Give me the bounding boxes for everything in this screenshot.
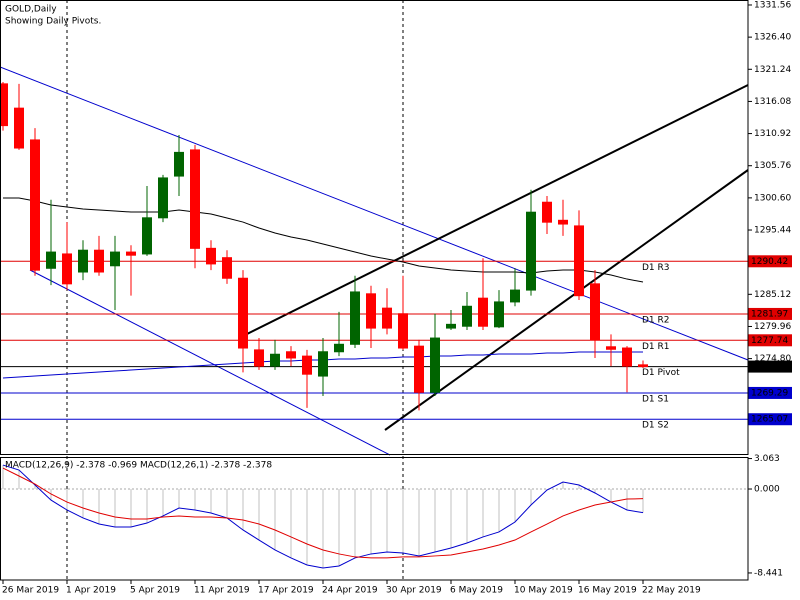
y-tick-label: 1295.44 (754, 226, 791, 236)
candle-body (494, 301, 504, 328)
trend-line (29, 269, 391, 456)
candle-body (446, 323, 456, 329)
macd-line (2, 464, 644, 569)
price-box-label: 1273.52 (751, 362, 788, 372)
candle-body (334, 343, 344, 353)
y-tick-label: 1310.92 (754, 129, 791, 139)
moving-average (3, 197, 644, 283)
price-box (748, 307, 792, 320)
price-box (748, 360, 792, 373)
x-tick-label: 22 May 2019 (642, 586, 701, 596)
candle-body (62, 253, 72, 285)
candle-body (606, 346, 616, 350)
candle-body (350, 291, 360, 345)
candle-body (190, 149, 200, 249)
y-tick-label: 3.063 (754, 454, 780, 464)
candle-body (302, 355, 312, 375)
candle-body (110, 251, 120, 267)
candle-body (14, 107, 24, 149)
candle-body (318, 351, 328, 377)
x-tick-label: 1 Apr 2019 (66, 586, 116, 596)
chart-subtitle: Showing Daily Pivots. (5, 17, 101, 27)
candle-body (78, 249, 88, 273)
candle-body (222, 257, 232, 279)
candle-body (366, 293, 376, 329)
candle-body (0, 83, 8, 127)
pivot-label: D1 Pivot (642, 368, 680, 378)
candle-body (126, 251, 136, 256)
x-tick-label: 11 Apr 2019 (194, 586, 250, 596)
candle-body (574, 225, 584, 297)
x-tick-label: 26 Mar 2019 (2, 586, 59, 596)
x-tick-label: 10 May 2019 (514, 586, 573, 596)
candle-body (174, 151, 184, 177)
candle-body (414, 345, 424, 393)
candle-body (142, 217, 152, 255)
y-tick-label: 1305.76 (754, 161, 791, 171)
price-box (748, 334, 792, 347)
candle-body (94, 249, 104, 273)
x-tick-label: 17 Apr 2019 (258, 586, 314, 596)
y-tick-label: 1285.12 (754, 290, 791, 300)
candle-body (286, 351, 296, 359)
y-tick-label: 1316.08 (754, 97, 791, 107)
pivot-label: D1 S2 (642, 421, 669, 431)
candle-body (590, 283, 600, 341)
x-tick-label: 30 Apr 2019 (386, 586, 442, 596)
price-box-label: 1281.97 (751, 309, 788, 319)
price-box-label: 1290.42 (751, 257, 788, 267)
candle-body (382, 307, 392, 329)
x-tick-label: 24 Apr 2019 (322, 586, 378, 596)
x-tick-label: 5 Apr 2019 (130, 586, 180, 596)
candle-body (542, 201, 552, 223)
candle-body (638, 364, 648, 368)
candle-body (510, 289, 520, 303)
candle-body (270, 353, 280, 367)
y-tick-label: 0.000 (754, 485, 780, 495)
candle-body (478, 297, 488, 327)
candle-body (206, 247, 216, 265)
macd-title: MACD(12,26,9) -2.378 -0.969 MACD(12,26,1… (5, 461, 272, 471)
price-box-label: 1265.07 (751, 415, 788, 425)
pivot-label: D1 R1 (642, 342, 670, 352)
main-panel-border (0, 0, 749, 455)
chart-title: GOLD,Daily (5, 5, 57, 15)
price-box-label: 1277.74 (751, 336, 788, 346)
price-box (748, 413, 792, 426)
candle-body (462, 305, 472, 327)
price-box (748, 386, 792, 399)
candle-body (254, 349, 264, 367)
y-tick-label: 1274.80 (754, 354, 791, 364)
trend-line (244, 84, 749, 336)
y-tick-label: 1321.24 (754, 65, 791, 75)
macd-line (2, 467, 644, 559)
price-box (748, 255, 792, 268)
y-tick-label: 1331.56 (754, 0, 791, 10)
y-tick-label: 1326.40 (754, 33, 791, 43)
candle-body (238, 277, 248, 349)
candle-body (622, 347, 632, 367)
pivot-label: D1 R2 (642, 315, 670, 325)
candle-body (46, 251, 56, 269)
candle-body (158, 177, 168, 219)
x-tick-label: 6 May 2019 (450, 586, 503, 596)
trend-line (384, 169, 749, 431)
y-tick-label: -8.441 (754, 568, 783, 578)
y-tick-label: 1279.96 (754, 322, 791, 332)
candle-body (558, 219, 568, 225)
candle-body (430, 337, 440, 393)
pivot-label: D1 R3 (642, 263, 670, 273)
candle-body (398, 313, 408, 349)
x-tick-label: 16 May 2019 (578, 586, 637, 596)
candle-body (30, 139, 40, 271)
pivot-label: D1 S1 (642, 394, 669, 404)
trend-line (0, 66, 749, 361)
price-box-label: 1269.29 (751, 388, 788, 398)
macd-panel-border (0, 457, 749, 581)
y-tick-label: 1300.60 (754, 193, 791, 203)
candle-body (526, 211, 536, 291)
